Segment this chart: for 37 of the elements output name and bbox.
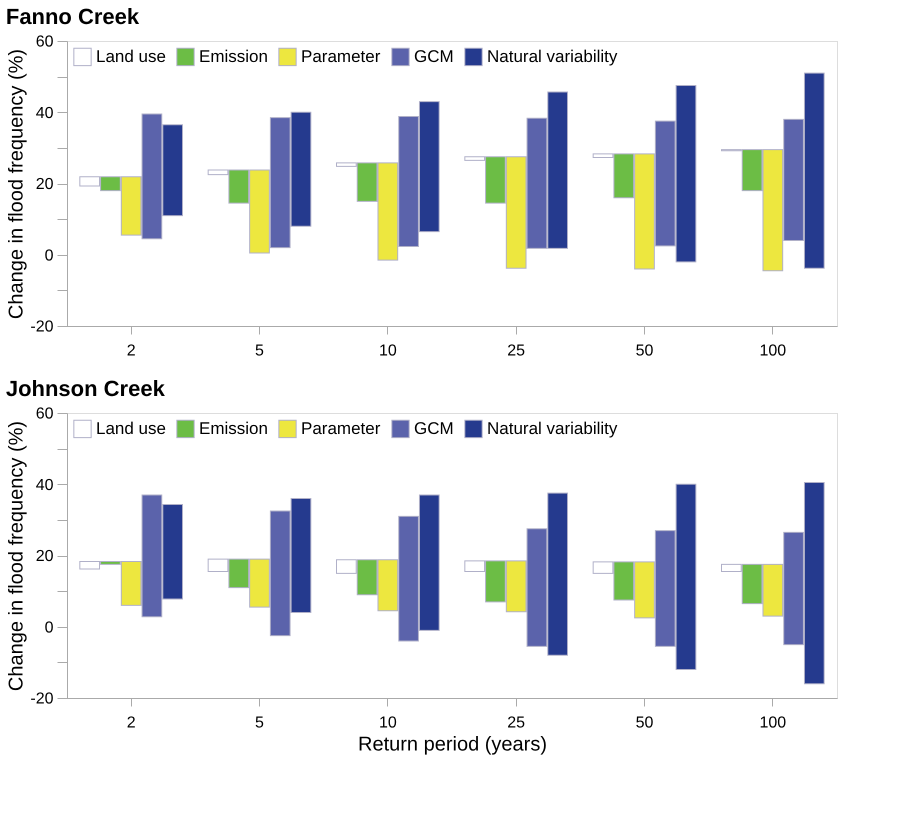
legend-label: Natural variability (487, 418, 618, 438)
x-tick-label: 100 (759, 714, 786, 732)
y-tick-label: 40 (36, 476, 54, 494)
legend-label: Emission (199, 46, 268, 66)
x-tick-label: 10 (378, 342, 397, 360)
x-tick-label: 5 (255, 714, 264, 732)
y-axis-title: Change in flood frequency (%) (5, 48, 28, 320)
y-tick-label: 0 (44, 247, 54, 264)
legend-label: Parameter (301, 418, 381, 438)
x-tick-label: 2 (126, 342, 136, 360)
legend-label: Land use (96, 46, 166, 66)
chart-title: Johnson Creek (6, 376, 166, 401)
x-tick-label: 100 (759, 342, 786, 360)
x-tick-label: 10 (378, 714, 397, 732)
y-tick-label: 0 (44, 619, 54, 636)
x-tick-label: 5 (255, 342, 264, 360)
legend-label: GCM (414, 418, 454, 438)
y-axis-title: Change in flood frequency (%) (5, 420, 28, 692)
legend-label: Land use (96, 418, 166, 438)
x-tick-label: 25 (507, 342, 526, 360)
x-tick-label: 25 (507, 714, 526, 732)
y-tick-label: 20 (36, 176, 54, 193)
legend-label: Parameter (301, 46, 381, 66)
y-tick-label: -20 (30, 690, 54, 708)
x-axis-title: Return period (years) (358, 734, 547, 756)
x-tick-label: 2 (126, 714, 136, 732)
y-tick-label: 60 (36, 406, 54, 422)
y-tick-label: 40 (36, 104, 54, 122)
y-tick-label: 60 (36, 34, 54, 50)
legend-label: GCM (414, 46, 454, 66)
legend-label: Emission (199, 418, 268, 438)
legend-label: Natural variability (487, 46, 618, 66)
x-tick-label: 50 (636, 342, 654, 360)
y-tick-label: -20 (30, 318, 54, 336)
x-tick-label: 50 (636, 714, 654, 732)
chart-title: Fanno Creek (6, 4, 140, 29)
y-tick-label: 20 (36, 548, 54, 565)
